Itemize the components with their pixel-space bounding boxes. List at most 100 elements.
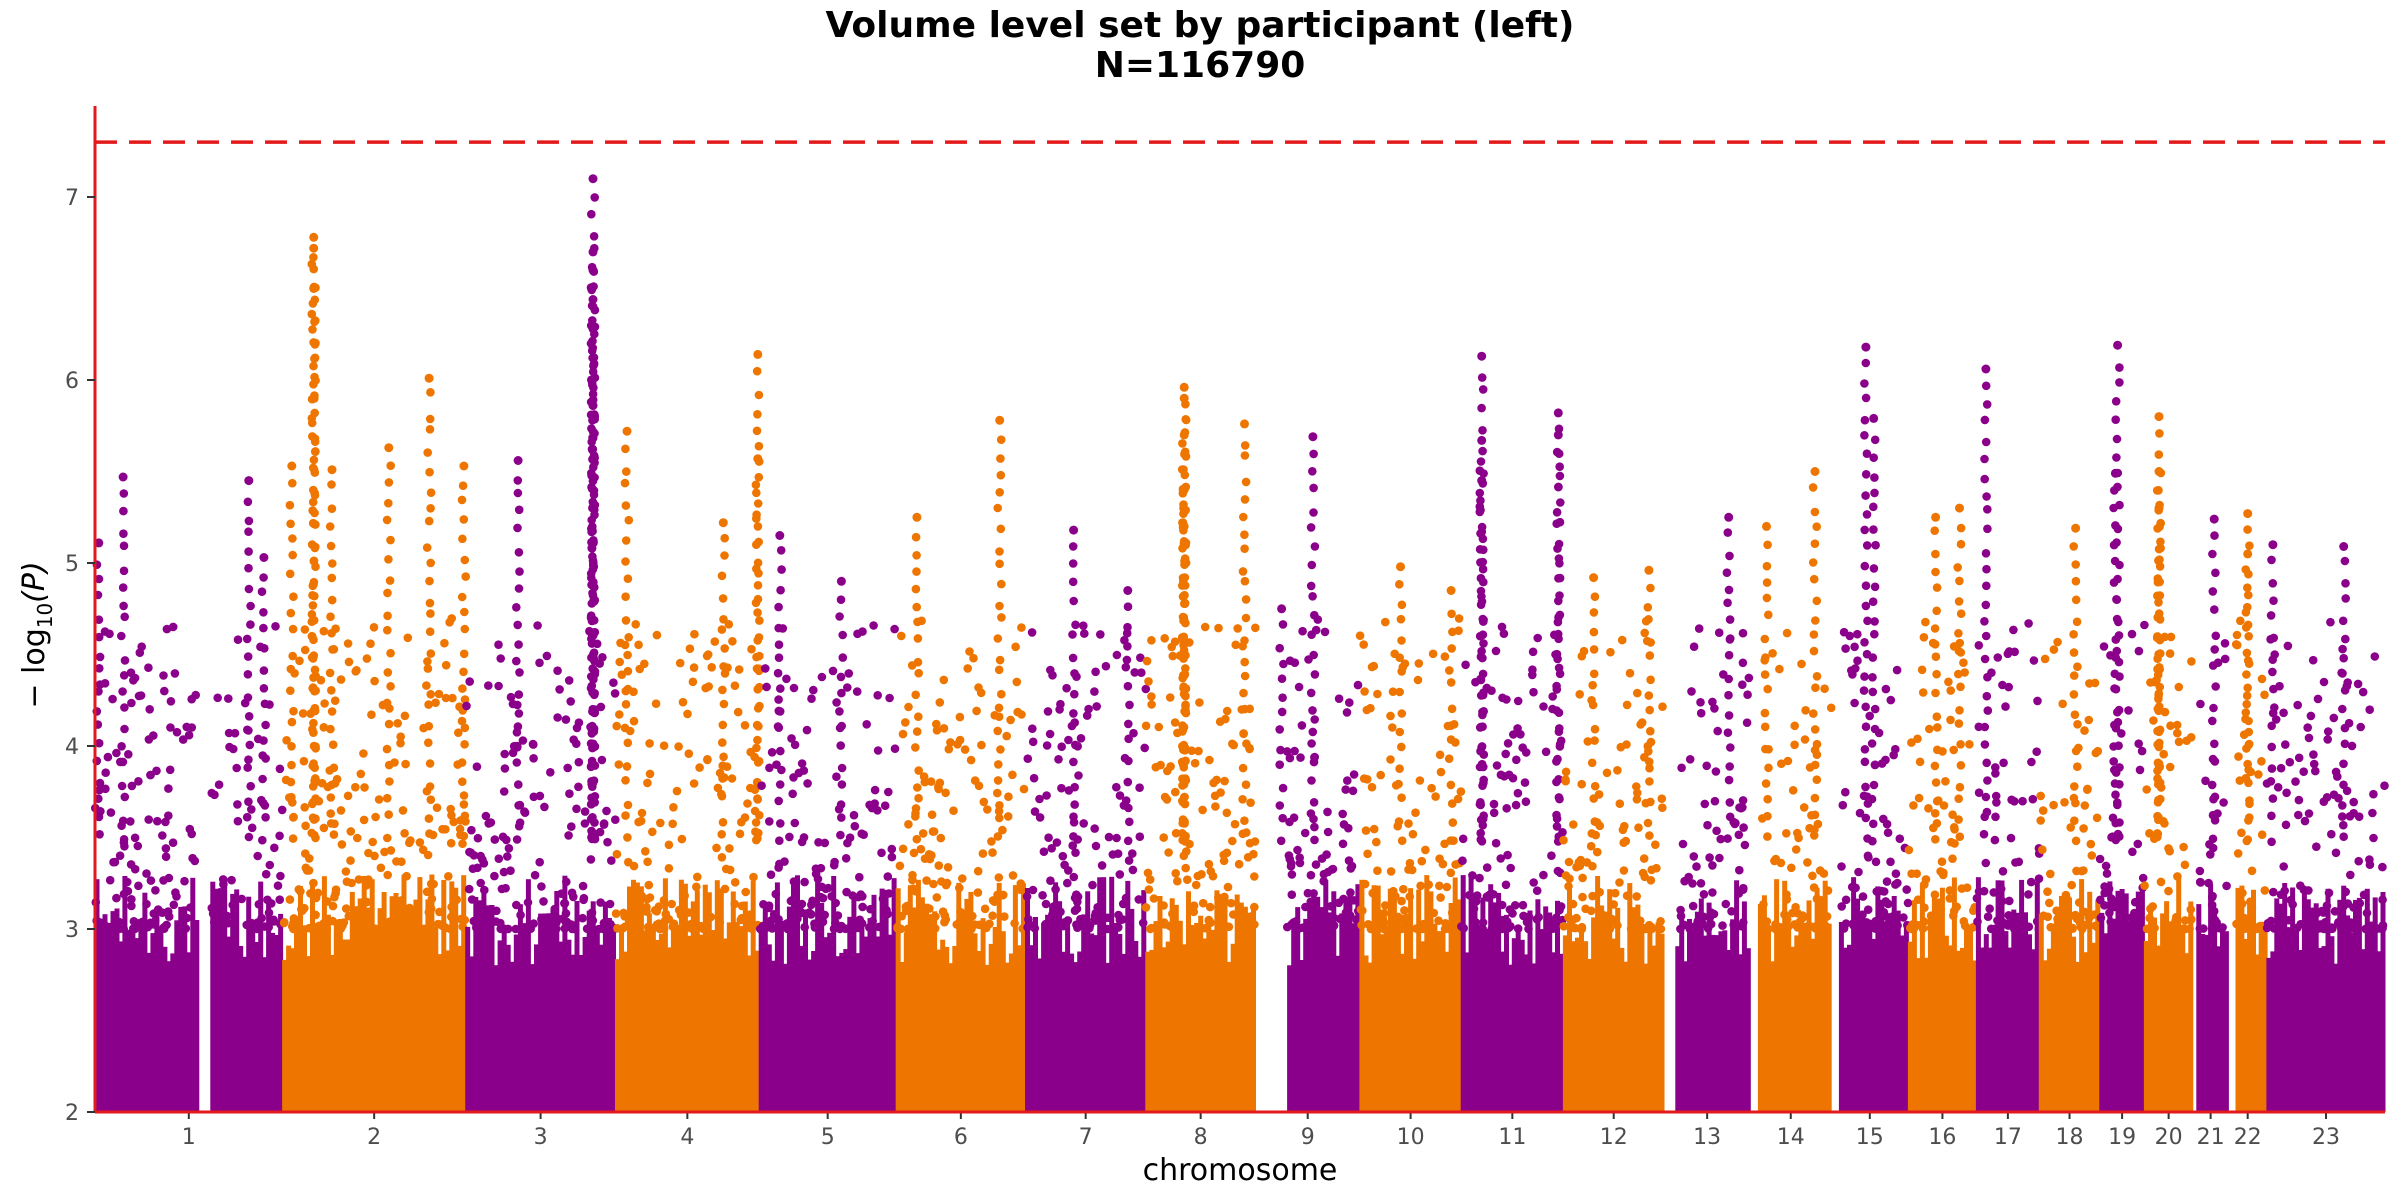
point xyxy=(1782,895,1792,904)
point xyxy=(444,872,453,881)
point xyxy=(946,738,955,747)
point xyxy=(2269,684,2278,694)
point xyxy=(1187,746,1196,755)
point xyxy=(2061,920,2070,930)
point xyxy=(831,898,840,908)
point xyxy=(172,727,182,737)
point xyxy=(2365,860,2375,869)
chromosome-4-points xyxy=(611,349,764,1112)
point xyxy=(1173,876,1182,886)
point xyxy=(431,698,440,707)
point xyxy=(996,470,1006,480)
point-band xyxy=(1113,923,1119,1112)
point xyxy=(1435,750,1445,760)
point xyxy=(2244,739,2254,749)
point-band xyxy=(489,905,495,1112)
point xyxy=(1919,633,1929,642)
point xyxy=(2339,653,2348,663)
point xyxy=(896,924,906,934)
point xyxy=(164,912,174,921)
point xyxy=(1307,560,1317,570)
point xyxy=(1981,858,1991,868)
point xyxy=(672,786,682,796)
point xyxy=(684,908,693,917)
point xyxy=(1024,915,1033,924)
point xyxy=(1552,757,1561,766)
point xyxy=(1177,633,1187,643)
point-band xyxy=(972,933,978,1112)
point-band xyxy=(2160,913,2166,1112)
point xyxy=(590,473,599,482)
point-band xyxy=(895,888,901,1112)
point xyxy=(2232,919,2241,929)
point xyxy=(490,871,499,881)
point xyxy=(426,388,435,397)
point xyxy=(1074,771,1083,780)
point xyxy=(1394,817,1404,826)
point xyxy=(629,687,638,697)
point xyxy=(160,686,169,696)
point xyxy=(288,534,297,543)
point-band xyxy=(162,946,168,1112)
point xyxy=(180,876,189,886)
point xyxy=(368,837,378,847)
point xyxy=(1298,626,1307,636)
point xyxy=(1395,687,1404,697)
point-band xyxy=(1029,945,1034,1112)
point xyxy=(2304,809,2314,818)
point-band xyxy=(373,925,379,1112)
point xyxy=(1590,592,1600,601)
point xyxy=(229,744,238,754)
point xyxy=(1069,832,1078,841)
point xyxy=(457,495,467,505)
point xyxy=(1479,577,1488,587)
y-tick-label-2: 2 xyxy=(65,1101,79,1126)
point xyxy=(1721,899,1731,909)
point xyxy=(1578,892,1587,902)
point xyxy=(1342,708,1352,717)
point xyxy=(242,634,252,644)
point xyxy=(1645,777,1654,786)
point xyxy=(551,924,561,934)
point xyxy=(688,677,698,687)
point xyxy=(1724,650,1734,660)
point-band xyxy=(2251,889,2256,1112)
point-band xyxy=(1057,901,1063,1112)
point xyxy=(134,777,143,786)
point xyxy=(980,904,990,914)
point-band xyxy=(1335,955,1341,1112)
point xyxy=(1793,828,1802,838)
point xyxy=(1862,449,1872,459)
point xyxy=(766,870,776,879)
point xyxy=(1727,907,1736,916)
point xyxy=(1121,796,1131,805)
point xyxy=(127,895,136,904)
point xyxy=(2266,916,2276,926)
point-band xyxy=(1651,945,1657,1112)
point xyxy=(1702,761,1711,771)
point xyxy=(1121,662,1131,672)
point xyxy=(870,785,880,795)
point xyxy=(1871,924,1880,933)
point-band xyxy=(2176,875,2182,1112)
point xyxy=(440,922,449,932)
point xyxy=(1615,878,1624,887)
point-band xyxy=(290,948,296,1112)
point xyxy=(2173,728,2182,738)
point xyxy=(1411,808,1420,817)
point xyxy=(1309,449,1318,459)
point xyxy=(1427,783,1436,793)
point xyxy=(2378,895,2387,904)
point xyxy=(2294,810,2303,820)
point xyxy=(1123,622,1132,632)
point-band xyxy=(497,940,503,1112)
point xyxy=(1775,664,1784,674)
point-band xyxy=(1698,898,1704,1112)
point xyxy=(1477,759,1487,769)
point xyxy=(1399,922,1408,932)
point xyxy=(754,441,764,451)
point xyxy=(2269,887,2278,897)
point xyxy=(426,690,436,699)
point xyxy=(233,816,243,826)
point xyxy=(336,924,346,933)
